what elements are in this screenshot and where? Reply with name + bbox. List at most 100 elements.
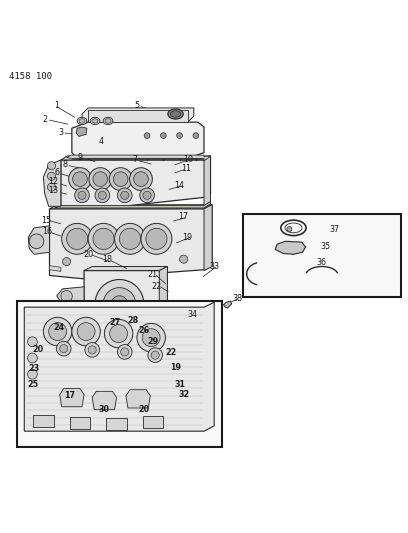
Circle shape	[180, 255, 188, 263]
Circle shape	[110, 325, 128, 343]
Text: 4158 100: 4158 100	[9, 72, 52, 81]
Circle shape	[62, 257, 71, 265]
Polygon shape	[43, 160, 61, 206]
Circle shape	[60, 344, 68, 353]
Polygon shape	[82, 108, 194, 122]
Text: 32: 32	[179, 390, 190, 399]
Circle shape	[146, 228, 167, 249]
Circle shape	[27, 353, 37, 363]
Text: 21: 21	[147, 270, 157, 279]
Text: 28: 28	[128, 317, 139, 326]
Polygon shape	[33, 415, 53, 427]
Circle shape	[143, 191, 151, 199]
Circle shape	[47, 183, 55, 191]
Circle shape	[115, 223, 145, 254]
Circle shape	[56, 341, 71, 356]
Circle shape	[109, 168, 132, 190]
Circle shape	[93, 172, 108, 187]
Text: 3: 3	[58, 128, 63, 137]
Text: 17: 17	[64, 391, 75, 400]
Circle shape	[175, 317, 198, 340]
Text: 10: 10	[183, 156, 193, 165]
Text: 24: 24	[53, 323, 64, 332]
Text: 4: 4	[99, 137, 104, 146]
Text: 19: 19	[182, 233, 192, 242]
Circle shape	[95, 188, 110, 203]
Polygon shape	[67, 155, 209, 161]
Text: 20: 20	[83, 250, 93, 259]
Circle shape	[89, 168, 112, 190]
Circle shape	[98, 191, 106, 199]
Polygon shape	[54, 201, 211, 208]
Circle shape	[103, 288, 136, 320]
Text: 33: 33	[209, 262, 219, 271]
Circle shape	[111, 296, 128, 312]
Circle shape	[118, 188, 132, 203]
Circle shape	[27, 369, 37, 379]
Text: 6: 6	[54, 168, 59, 177]
Ellipse shape	[77, 117, 87, 125]
Polygon shape	[84, 266, 167, 336]
Text: 35: 35	[321, 243, 331, 252]
Circle shape	[67, 228, 88, 249]
Circle shape	[29, 234, 44, 248]
Polygon shape	[76, 127, 87, 136]
Circle shape	[130, 168, 152, 190]
Circle shape	[287, 227, 292, 231]
Polygon shape	[84, 266, 167, 271]
Polygon shape	[57, 287, 84, 305]
Polygon shape	[60, 389, 84, 407]
Bar	[17, 301, 222, 447]
Circle shape	[62, 223, 93, 254]
Circle shape	[93, 228, 114, 249]
Polygon shape	[72, 122, 204, 158]
Text: 15: 15	[41, 216, 51, 224]
Circle shape	[49, 322, 67, 341]
Circle shape	[148, 348, 162, 362]
Circle shape	[118, 344, 132, 359]
Ellipse shape	[168, 109, 183, 119]
Text: 29: 29	[148, 337, 159, 346]
Circle shape	[120, 228, 141, 249]
Polygon shape	[49, 265, 61, 271]
Text: 12: 12	[48, 177, 58, 187]
Text: 11: 11	[181, 164, 191, 173]
Polygon shape	[224, 301, 232, 308]
Circle shape	[121, 191, 129, 199]
Text: 1: 1	[54, 101, 59, 110]
Text: 31: 31	[174, 380, 185, 389]
Circle shape	[140, 188, 154, 203]
Text: 18: 18	[102, 255, 112, 264]
Text: 7: 7	[132, 156, 137, 165]
Circle shape	[88, 346, 96, 354]
Polygon shape	[163, 334, 212, 350]
Polygon shape	[159, 266, 167, 336]
Polygon shape	[106, 418, 127, 430]
Text: 22: 22	[165, 348, 176, 357]
Polygon shape	[28, 226, 49, 254]
Text: 26: 26	[138, 326, 149, 335]
Circle shape	[47, 172, 55, 180]
Text: 23: 23	[29, 365, 40, 374]
Circle shape	[104, 319, 133, 348]
Circle shape	[180, 322, 193, 335]
Circle shape	[177, 133, 182, 139]
Polygon shape	[275, 241, 306, 254]
Circle shape	[72, 317, 100, 346]
Polygon shape	[24, 302, 214, 431]
Circle shape	[193, 133, 199, 139]
Polygon shape	[92, 391, 117, 410]
Circle shape	[43, 317, 72, 346]
Text: 30: 30	[99, 405, 110, 414]
Ellipse shape	[105, 119, 111, 123]
Polygon shape	[61, 156, 211, 160]
Polygon shape	[61, 156, 211, 206]
Bar	[243, 214, 401, 297]
Polygon shape	[88, 110, 188, 122]
Bar	[243, 214, 401, 297]
Circle shape	[160, 133, 166, 139]
Text: 2: 2	[43, 115, 48, 124]
Polygon shape	[204, 205, 212, 271]
Text: 25: 25	[28, 380, 39, 389]
Text: 38: 38	[232, 294, 242, 303]
